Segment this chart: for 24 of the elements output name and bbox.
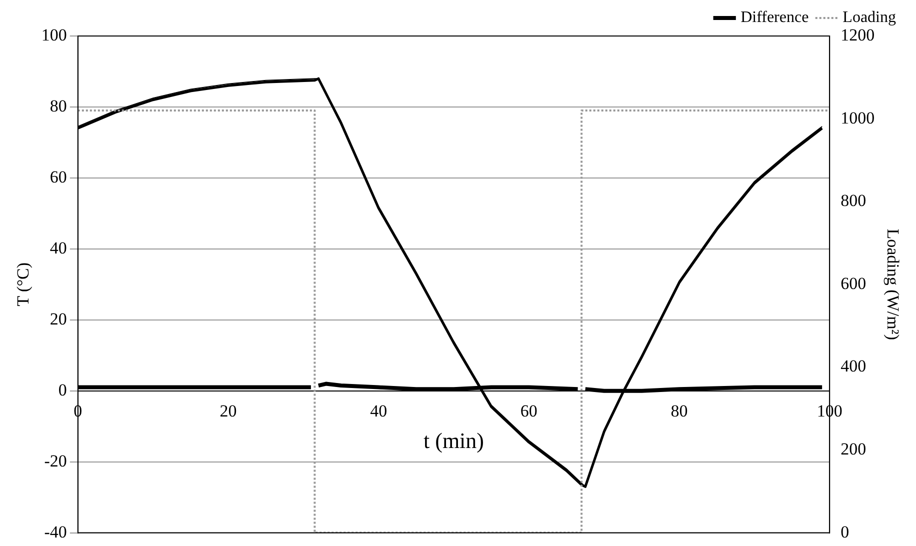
y2-tick-label: 1000 <box>840 108 875 128</box>
y-tick-label: 0 <box>58 380 67 400</box>
y-tick-label: 20 <box>50 309 67 328</box>
legend-label: Difference <box>740 9 809 26</box>
legend-label: Loading <box>842 9 896 26</box>
y-tick-label: 60 <box>50 167 67 186</box>
y2-tick-label: 1200 <box>840 25 875 44</box>
x-tick-label: 40 <box>370 402 388 421</box>
y2-tick-label: 800 <box>840 191 866 210</box>
y-tick-label: 100 <box>41 25 67 44</box>
x-tick-label: 80 <box>670 402 688 421</box>
y2-tick-label: 200 <box>840 439 866 458</box>
y-tick-label: -40 <box>44 522 67 542</box>
x-tick-label: 60 <box>520 402 538 421</box>
x-tick-label: 20 <box>220 402 237 421</box>
y2-axis-title: Loading (W/m²) <box>883 228 902 340</box>
y2-tick-label: 0 <box>840 522 850 542</box>
y-tick-label: -20 <box>44 451 67 470</box>
y-axis-title: T (°C) <box>14 262 33 306</box>
x-axis-title: t (min) <box>424 428 484 454</box>
y2-tick-label: 400 <box>840 356 866 376</box>
y-tick-label: 40 <box>50 238 67 258</box>
y2-tick-label: 600 <box>840 274 866 293</box>
y-tick-label: 80 <box>50 96 67 116</box>
